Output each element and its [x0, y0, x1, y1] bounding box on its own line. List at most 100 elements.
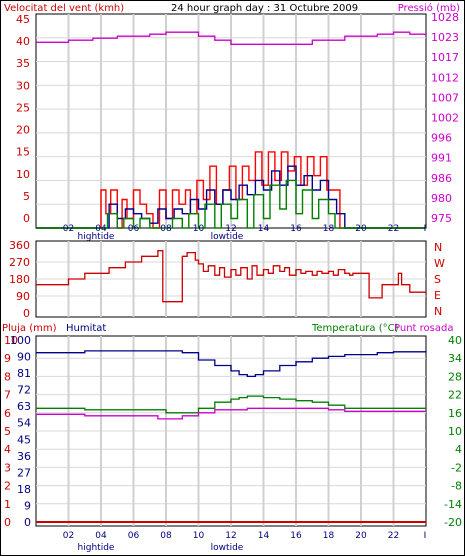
- pressure-y-tick-label: 1017: [431, 51, 459, 64]
- humidity-y-tick-label: 100: [10, 334, 31, 347]
- compass-label: N: [434, 241, 442, 254]
- compass-label: E: [434, 289, 441, 302]
- climate-series: [36, 350, 427, 523]
- pressure-y-tick-label: 1007: [431, 91, 459, 104]
- climate-x-ticks: 02 04 06 08 10 12 14 16 18 20 22 I: [63, 531, 427, 541]
- x-tick-label: 02: [63, 224, 74, 234]
- direction-y-tick-label: 180: [9, 273, 30, 286]
- temperature-y-tick-label: 28: [448, 370, 462, 383]
- x-tick-label: 16: [290, 531, 302, 541]
- wind-y-tick-label: 0: [23, 212, 30, 225]
- temperature-y-tick-label: -20: [444, 516, 462, 529]
- x-tick-label: 10: [193, 224, 205, 234]
- rain-y-tick-label: 8: [4, 370, 11, 383]
- direction-y-tick-label: 360: [9, 239, 30, 252]
- wind-x-ticks: 02 04 06 08 10 12 14 16 18 20 22 I: [63, 224, 427, 234]
- x-tick-label: 12: [225, 224, 236, 234]
- x-tick-label: I: [424, 531, 427, 541]
- x-tick-label: 10: [193, 531, 205, 541]
- humidity-y-tick-label: 90: [17, 351, 31, 364]
- rain-y-tick-label: 4: [4, 443, 11, 456]
- wind-y-tick-label: 15: [16, 146, 30, 159]
- series-line-humitat: [36, 350, 427, 378]
- x-tick-label: 04: [95, 531, 107, 541]
- climate-grid: [36, 336, 426, 526]
- direction-grid: [36, 241, 426, 317]
- x-tick-label: 02: [63, 531, 74, 541]
- x-tick-label: 22: [388, 224, 399, 234]
- rain-y-tick-label: 6: [4, 407, 11, 420]
- humidity-y-tick-label: 81: [17, 367, 31, 380]
- rain-y-tick-label: 0: [4, 516, 11, 529]
- series-line-average: [36, 165, 426, 229]
- compass-label: S: [434, 273, 441, 286]
- pressure-y-tick-label: 1028: [431, 11, 459, 24]
- wind-y-tick-label: 25: [16, 101, 30, 114]
- wind-series: [36, 31, 426, 229]
- humidity-y-ticks: 0 9 18 27 36 45 54 63 72 81 90 100: [10, 334, 31, 529]
- temperature-axis-title: Temperatura (°C): [311, 323, 399, 334]
- x-tick-label: 20: [355, 224, 367, 234]
- temperature-y-tick-label: -8: [451, 480, 462, 493]
- lowtide-label-1: lowtide: [211, 232, 244, 242]
- wind-y-ticks: 0 5 10 15 20 25 30 35 40 45: [16, 13, 30, 225]
- pressure-axis-title: Pressió (mb): [398, 2, 460, 14]
- pressure-y-tick-label: 980: [431, 192, 452, 205]
- wind-y-tick-label: 40: [16, 35, 30, 48]
- temperature-y-ticks: -20 -14 -8 -2 4 10 16 22 28 34 40: [444, 334, 462, 529]
- humidity-y-tick-label: 63: [17, 400, 31, 413]
- pressure-y-tick-label: 986: [431, 172, 452, 185]
- wind-y-tick-label: 35: [16, 57, 30, 70]
- x-tick-label: 08: [160, 224, 172, 234]
- x-tick-label: 14: [258, 531, 270, 541]
- rain-y-tick-label: 10: [4, 334, 18, 347]
- dewpoint-axis-title: Punt rosada: [394, 323, 453, 334]
- humidity-axis-title: Humitat: [66, 323, 106, 334]
- x-tick-label: I: [424, 224, 427, 234]
- humidity-y-tick-label: 36: [17, 450, 31, 463]
- humidity-y-tick-label: 9: [24, 499, 31, 512]
- temperature-y-tick-label: -14: [444, 498, 462, 511]
- rain-y-tick-label: 3: [4, 461, 11, 474]
- x-tick-label: 06: [128, 224, 140, 234]
- direction-y-ticks: 0 90 180 270 360: [9, 239, 30, 320]
- humidity-y-tick-label: 45: [17, 433, 31, 446]
- compass-label: N: [434, 305, 442, 318]
- rain-y-ticks: 0 1 2 3 4 5 6 7 8 9 10: [4, 334, 18, 529]
- series-line-min: [36, 179, 426, 229]
- x-tick-label: 06: [128, 531, 140, 541]
- x-tick-label: 22: [388, 531, 399, 541]
- pressure-y-tick-label: 1023: [431, 31, 459, 44]
- temperature-y-tick-label: 10: [448, 425, 462, 438]
- chart-title: 24 hour graph day : 31 Octubre 2009: [171, 3, 358, 14]
- rain-axis-title: Pluja (mm): [2, 323, 57, 334]
- pressure-y-tick-label: 991: [431, 152, 452, 165]
- compass-label: W: [434, 257, 445, 270]
- x-tick-label: 20: [355, 531, 367, 541]
- x-tick-label: 18: [323, 224, 335, 234]
- series-line-puntrosada: [36, 407, 426, 420]
- wind-y-tick-label: 5: [23, 190, 30, 203]
- pressure-y-tick-label: 1012: [431, 71, 459, 84]
- lowtide-label-2: lowtide: [211, 543, 244, 553]
- hightide-label-1: hightide: [78, 232, 115, 242]
- series-line-temperaturac: [36, 395, 426, 414]
- temperature-y-tick-label: 4: [455, 443, 462, 456]
- wind-y-tick-label: 20: [16, 124, 30, 137]
- direction-series: [36, 250, 426, 303]
- humidity-y-tick-label: 54: [17, 417, 31, 430]
- humidity-y-tick-label: 18: [17, 483, 31, 496]
- pressure-y-tick-label: 975: [431, 212, 452, 225]
- rain-y-tick-label: 7: [4, 389, 11, 402]
- rain-y-tick-label: 9: [4, 352, 11, 365]
- x-tick-label: 18: [323, 531, 335, 541]
- direction-y-tick-label: 270: [9, 256, 30, 269]
- x-tick-label: 16: [290, 224, 302, 234]
- hightide-label-2: hightide: [78, 543, 115, 553]
- x-tick-label: 08: [160, 531, 172, 541]
- x-tick-label: 14: [258, 224, 270, 234]
- humidity-y-tick-label: 0: [24, 516, 31, 529]
- pressure-y-tick-label: 1002: [431, 112, 459, 125]
- rain-y-tick-label: 5: [4, 425, 11, 438]
